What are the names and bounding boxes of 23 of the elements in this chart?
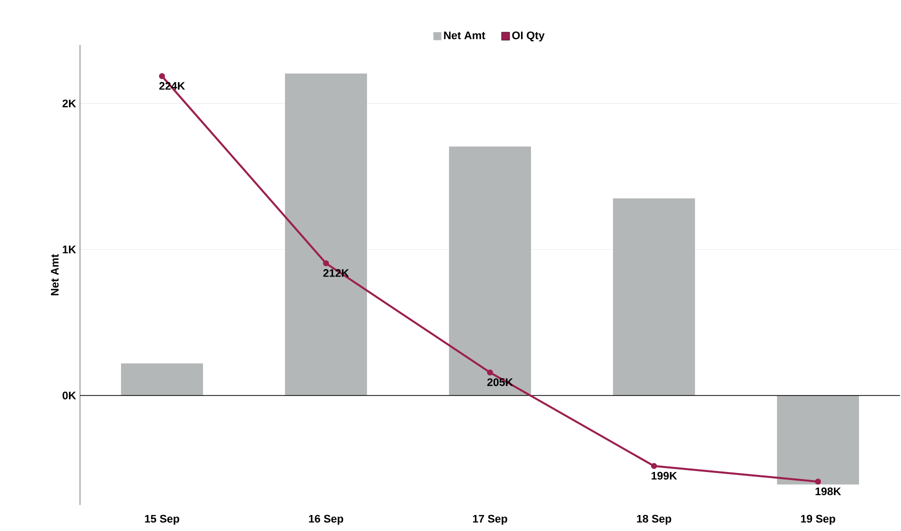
- bar: [613, 198, 696, 396]
- y-axis-title: Net Amt: [50, 254, 59, 296]
- x-tick-label: 16 Sep: [309, 514, 344, 525]
- point: [651, 463, 658, 470]
- point: [487, 369, 494, 376]
- bar: [777, 395, 860, 485]
- legend-label: OI Qty: [512, 32, 545, 42]
- data-label: 199K: [652, 472, 677, 480]
- bar: [449, 146, 532, 396]
- legend-label: Net Amt: [444, 32, 486, 40]
- point: [323, 260, 330, 266]
- x-tick-label: 19 Sep: [801, 514, 836, 525]
- y-tick-label: 1K: [62, 246, 76, 254]
- bar: [121, 363, 203, 396]
- x-tick-label: 17 Sep: [473, 514, 508, 525]
- point: [815, 478, 822, 485]
- data-label: 198K: [816, 487, 842, 496]
- x-tick-label: 15 Sep: [145, 514, 180, 525]
- point: [159, 73, 166, 80]
- y-tick-label: 2K: [62, 100, 76, 108]
- x-tick-label: 18 Sep: [637, 514, 672, 525]
- y-tick-label: 0K: [62, 392, 76, 400]
- bar: [285, 73, 368, 396]
